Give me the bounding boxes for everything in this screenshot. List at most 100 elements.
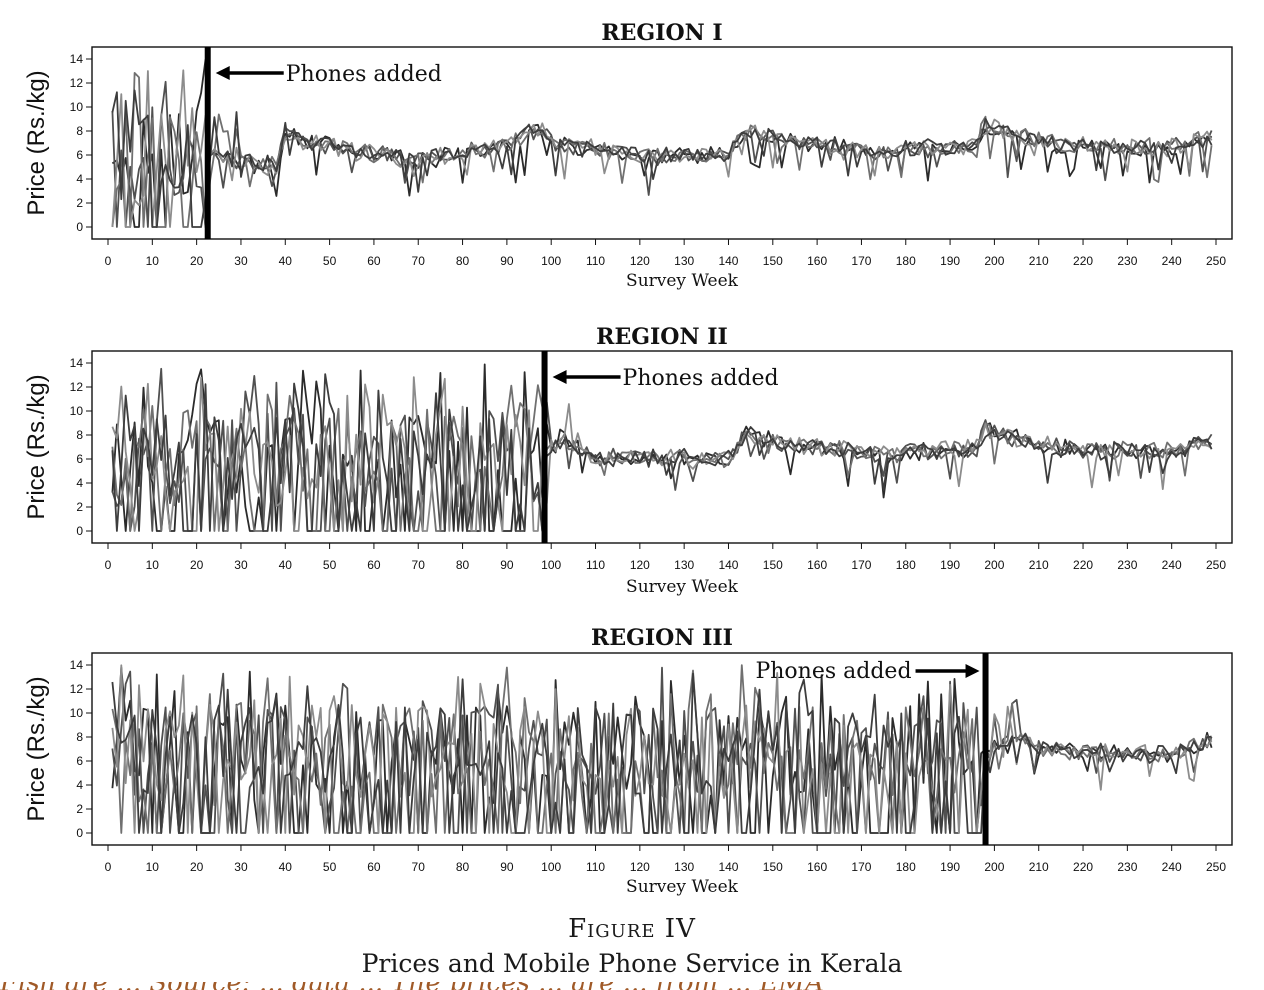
x-tick-label: 160 bbox=[807, 254, 827, 268]
x-tick-label: 70 bbox=[412, 254, 426, 268]
x-tick-label: 140 bbox=[718, 860, 738, 874]
x-tick-label: 170 bbox=[851, 558, 871, 572]
x-tick-label: 120 bbox=[630, 558, 650, 572]
x-tick-label: 140 bbox=[718, 254, 738, 268]
y-tick-label: 10 bbox=[70, 404, 84, 418]
series-group bbox=[111, 363, 1213, 532]
y-tick-label: 6 bbox=[76, 754, 83, 768]
annotation-label: Phones added bbox=[623, 366, 779, 391]
annotation-label: Phones added bbox=[755, 659, 911, 684]
x-tick-label: 20 bbox=[190, 558, 204, 572]
x-tick-label: 240 bbox=[1162, 254, 1182, 268]
x-tick-label: 80 bbox=[456, 860, 470, 874]
x-tick-label: 130 bbox=[674, 558, 694, 572]
x-tick-label: 40 bbox=[279, 860, 293, 874]
x-tick-label: 40 bbox=[279, 254, 293, 268]
x-tick-label: 30 bbox=[234, 860, 248, 874]
x-tick-label: 0 bbox=[105, 558, 112, 572]
x-tick-label: 200 bbox=[984, 860, 1004, 874]
event-annotation: Phones added bbox=[755, 659, 980, 684]
x-tick-label: 120 bbox=[630, 860, 650, 874]
figure-caption: Figure IV Prices and Mobile Phone Servic… bbox=[0, 912, 1264, 982]
x-axis-label: Survey Week bbox=[626, 877, 739, 897]
x-tick-label: 130 bbox=[674, 860, 694, 874]
x-tick-label: 10 bbox=[146, 860, 160, 874]
x-tick-label: 250 bbox=[1206, 860, 1226, 874]
y-axis: 0 2 4 6 8 10 12 14 Price (Rs./kg) bbox=[23, 356, 92, 538]
y-tick-label: 8 bbox=[76, 428, 83, 442]
event-annotation: Phones added bbox=[215, 62, 442, 87]
y-tick-label: 10 bbox=[70, 100, 84, 114]
x-tick-label: 80 bbox=[456, 254, 470, 268]
annotation-label: Phones added bbox=[286, 62, 442, 87]
x-tick-label: 90 bbox=[500, 558, 514, 572]
y-axis: 0 2 4 6 8 10 12 14 Price (Rs./kg) bbox=[23, 52, 92, 234]
x-tick-label: 20 bbox=[190, 254, 204, 268]
y-tick-label: 14 bbox=[70, 52, 84, 66]
x-axis: 0 10 20 30 40 50 60 70 80 90 100 110 120 130 140 150 160… bbox=[105, 239, 1226, 291]
y-tick-label: 2 bbox=[76, 802, 83, 816]
x-tick-label: 130 bbox=[674, 254, 694, 268]
y-tick-label: 2 bbox=[76, 196, 83, 210]
y-tick-label: 4 bbox=[76, 778, 83, 792]
annotation-arrow-head bbox=[215, 66, 230, 80]
cut-off-text: Fish are ... Source: ... data ... The pr… bbox=[0, 982, 1264, 990]
y-tick-label: 8 bbox=[76, 124, 83, 138]
x-tick-label: 0 bbox=[105, 860, 112, 874]
x-tick-label: 200 bbox=[984, 254, 1004, 268]
series-line-market-5 bbox=[111, 672, 1212, 834]
x-tick-label: 180 bbox=[896, 254, 916, 268]
x-tick-label: 80 bbox=[456, 558, 470, 572]
y-axis: 0 2 4 6 8 10 12 14 Price (Rs./kg) bbox=[23, 658, 92, 840]
y-tick-label: 14 bbox=[70, 658, 84, 672]
x-tick-label: 60 bbox=[367, 254, 381, 268]
y-tick-label: 12 bbox=[70, 76, 84, 90]
chart-panel-2: REGION II 0 2 4 6 8 10 12 14 Price (Rs./kg) 0 10 20 3… bbox=[23, 324, 1233, 597]
figure-title: Prices and Mobile Phone Service in Keral… bbox=[361, 949, 903, 978]
x-tick-label: 240 bbox=[1162, 558, 1182, 572]
annotation-arrow-head bbox=[965, 664, 980, 678]
x-tick-label: 170 bbox=[851, 254, 871, 268]
plot-frame bbox=[91, 46, 1233, 240]
y-tick-label: 8 bbox=[76, 730, 83, 744]
x-tick-label: 50 bbox=[323, 254, 337, 268]
x-tick-label: 100 bbox=[541, 860, 561, 874]
y-tick-label: 6 bbox=[76, 452, 83, 466]
x-tick-label: 50 bbox=[323, 860, 337, 874]
series-group bbox=[111, 58, 1213, 228]
x-tick-label: 110 bbox=[586, 254, 605, 268]
x-tick-label: 220 bbox=[1073, 860, 1093, 874]
x-tick-label: 20 bbox=[190, 860, 204, 874]
x-tick-label: 100 bbox=[541, 254, 561, 268]
x-tick-label: 120 bbox=[630, 254, 650, 268]
x-tick-label: 230 bbox=[1117, 860, 1137, 874]
x-tick-label: 220 bbox=[1073, 558, 1093, 572]
x-tick-label: 0 bbox=[105, 254, 112, 268]
x-tick-label: 180 bbox=[896, 860, 916, 874]
x-axis-label: Survey Week bbox=[626, 271, 739, 291]
x-tick-label: 230 bbox=[1117, 558, 1137, 572]
y-tick-label: 12 bbox=[70, 380, 84, 394]
series-line-market-4 bbox=[111, 664, 1213, 834]
x-tick-label: 140 bbox=[718, 558, 738, 572]
series-group bbox=[111, 664, 1213, 834]
x-tick-label: 190 bbox=[940, 558, 960, 572]
y-tick-label: 0 bbox=[76, 826, 83, 840]
x-tick-label: 110 bbox=[586, 860, 605, 874]
x-tick-label: 70 bbox=[412, 558, 426, 572]
series-line-market-1 bbox=[111, 363, 1213, 532]
chart-title: REGION I bbox=[601, 20, 722, 46]
y-axis-label: Price (Rs./kg) bbox=[23, 374, 50, 519]
x-tick-label: 200 bbox=[984, 558, 1004, 572]
y-tick-label: 6 bbox=[76, 148, 83, 162]
x-tick-label: 160 bbox=[807, 558, 827, 572]
x-tick-label: 70 bbox=[412, 860, 426, 874]
x-tick-label: 180 bbox=[896, 558, 916, 572]
series-line-market-5 bbox=[111, 89, 1213, 228]
y-tick-label: 4 bbox=[76, 172, 83, 186]
event-annotation: Phones added bbox=[552, 366, 779, 391]
x-tick-label: 150 bbox=[763, 254, 783, 268]
y-tick-label: 0 bbox=[76, 220, 83, 234]
plot-frame bbox=[91, 652, 1233, 846]
chart-panel-3: REGION III 0 2 4 6 8 10 12 14 Price (Rs./kg) 0 10 20… bbox=[23, 625, 1233, 897]
